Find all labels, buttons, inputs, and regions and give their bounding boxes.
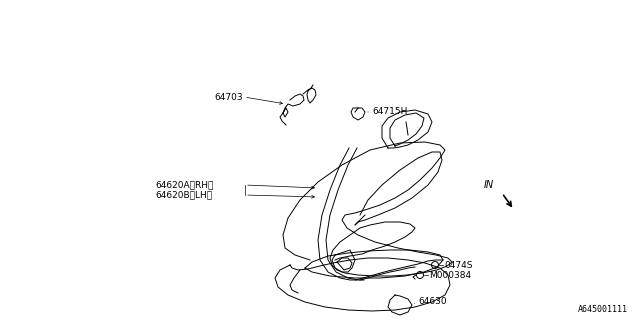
Text: 64715H: 64715H <box>372 108 408 116</box>
Text: 64620A〈RH〉: 64620A〈RH〉 <box>155 180 213 189</box>
Text: 64620B〈LH〉: 64620B〈LH〉 <box>155 190 212 199</box>
Text: IN: IN <box>484 180 494 190</box>
Text: M000384: M000384 <box>429 270 471 279</box>
Text: A645001111: A645001111 <box>578 305 628 314</box>
Text: 64703: 64703 <box>214 92 243 101</box>
Text: 64630: 64630 <box>418 298 447 307</box>
Text: 0474S: 0474S <box>444 260 472 269</box>
